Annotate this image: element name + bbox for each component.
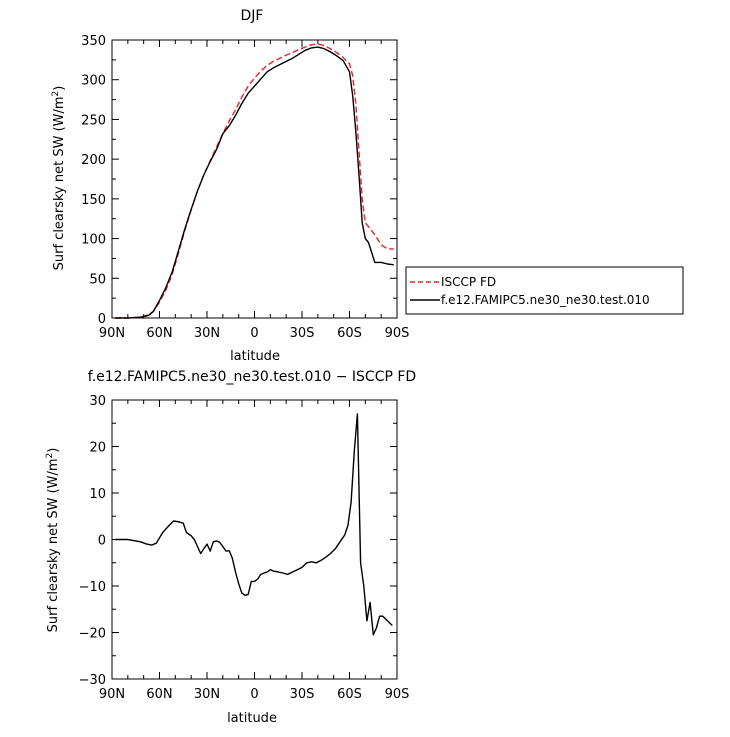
top-chart-title: DJF	[241, 8, 264, 24]
top-series-line-model	[115, 46, 394, 319]
bottom-x-axis-label: latitude	[227, 711, 277, 726]
bottom-axis-ticks: 90N 60N 30N 0 30S 60S 90S −30 −20 −10 0 10 20 30	[79, 394, 410, 702]
top-y-tick-label: 150	[81, 193, 106, 208]
legend: ISCCP FD f.e12.FAMIPC5.ne30_ne30.test.01…	[405, 266, 684, 315]
bottom-x-tick-label: 0	[250, 687, 258, 702]
bottom-series-line-model	[115, 413, 393, 636]
bottom-x-tick-label: 30N	[194, 687, 220, 702]
top-x-axis-label: latitude	[230, 349, 280, 364]
bottom-x-tick-label: 90S	[385, 687, 410, 702]
bottom-y-axis-label-close: )	[46, 448, 61, 453]
top-series-lines	[115, 43, 394, 319]
top-y-tick-label: 300	[81, 74, 106, 89]
top-x-tick-label: 30S	[290, 326, 315, 341]
bottom-series-lines	[115, 413, 393, 636]
bottom-y-tick-label: 30	[89, 394, 106, 409]
bottom-plot-frame	[111, 399, 398, 680]
bottom-y-tick-label: −10	[79, 580, 106, 595]
bottom-y-axis-label-superscript: 2	[45, 453, 55, 459]
bottom-x-tick-label: 90N	[99, 687, 125, 702]
bottom-y-tick-label: 0	[98, 534, 106, 549]
top-y-tick-label: 350	[81, 34, 106, 49]
top-plot-frame	[111, 39, 398, 319]
top-y-tick-label: 0	[98, 312, 106, 327]
top-axis-ticks: 90N 60N 30N 0 30S 60S 90S 0 50 100 150 200 250 300 350	[81, 34, 409, 341]
top-y-axis-label: Surf clearsky net SW (W/m2)	[51, 86, 67, 271]
top-y-tick-label: 250	[81, 113, 106, 128]
bottom-y-tick-label: 10	[89, 487, 106, 502]
bottom-x-tick-label: 60S	[337, 687, 362, 702]
top-y-tick-label: 100	[81, 233, 106, 248]
top-panel: DJF 90N 60N 30N 0 30S 60S 90S 0 50 100 150 200 250 30…	[51, 8, 409, 364]
bottom-y-tick-label: −30	[79, 673, 106, 688]
top-y-tick-label: 50	[89, 272, 106, 287]
bottom-x-tick-label: 30S	[290, 687, 315, 702]
bottom-y-tick-label: 20	[89, 441, 106, 456]
top-y-axis-label-superscript: 2	[51, 91, 61, 97]
bottom-chart-title: f.e12.FAMIPC5.ne30_ne30.test.010 − ISCCP…	[88, 369, 416, 385]
bottom-y-tick-label: −20	[79, 627, 106, 642]
bottom-y-axis-label-main: Surf clearsky net SW (W/m	[46, 458, 61, 632]
bottom-panel: f.e12.FAMIPC5.ne30_ne30.test.010 − ISCCP…	[45, 369, 416, 726]
top-x-tick-label: 60N	[146, 326, 172, 341]
legend-box	[405, 266, 684, 315]
top-y-axis-label-main: Surf clearsky net SW (W/m	[52, 96, 67, 270]
top-x-tick-label: 60S	[337, 326, 362, 341]
legend-label-model: f.e12.FAMIPC5.ne30_ne30.test.010	[441, 293, 650, 307]
top-y-tick-label: 200	[81, 153, 106, 168]
top-y-axis-label-close: )	[52, 86, 67, 91]
top-x-tick-label: 0	[250, 326, 258, 341]
legend-label-isccp: ISCCP FD	[441, 275, 496, 289]
top-x-tick-label: 90N	[99, 326, 125, 341]
bottom-y-axis-label: Surf clearsky net SW (W/m2)	[45, 448, 61, 633]
top-x-tick-label: 90S	[385, 326, 410, 341]
top-x-tick-label: 30N	[194, 326, 220, 341]
bottom-x-tick-label: 60N	[146, 687, 172, 702]
